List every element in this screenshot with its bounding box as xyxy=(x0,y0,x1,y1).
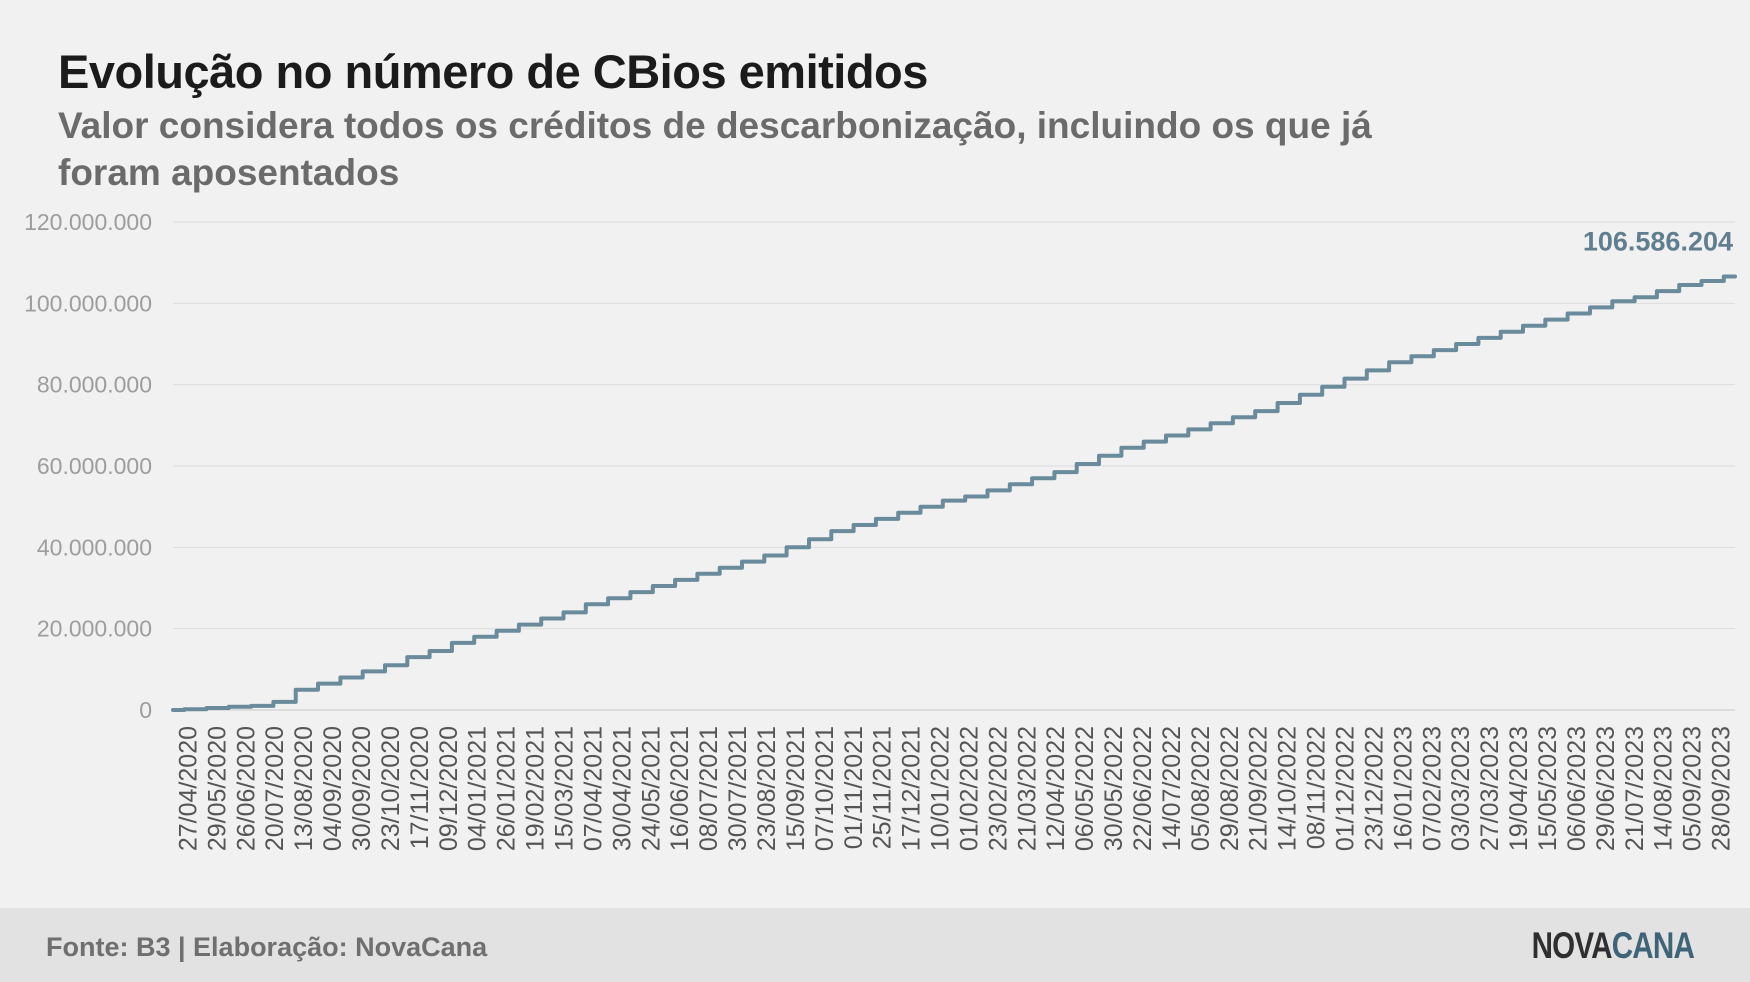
y-tick-label: 40.000.000 xyxy=(37,534,152,560)
x-tick-label: 23/12/2022 xyxy=(1360,726,1388,851)
x-tick-label: 30/07/2021 xyxy=(724,726,752,851)
y-tick-label: 80.000.000 xyxy=(37,372,152,398)
x-tick-label: 07/02/2023 xyxy=(1418,726,1446,851)
x-tick-label: 12/04/2022 xyxy=(1042,726,1070,851)
x-tick-label: 15/05/2023 xyxy=(1534,726,1562,851)
y-tick-label: 100.000.000 xyxy=(24,290,152,316)
chart-title: Evolução no número de CBios emitidos xyxy=(58,45,928,98)
x-tick-label: 20/07/2020 xyxy=(261,726,289,851)
x-tick-label: 29/06/2023 xyxy=(1592,726,1620,851)
series-line xyxy=(171,274,1737,712)
logo-part-nova: NOVA xyxy=(1531,925,1613,966)
x-tick-label: 04/09/2020 xyxy=(319,726,347,851)
x-tick-label: 29/08/2022 xyxy=(1216,726,1244,851)
logo-part-cana: CANA xyxy=(1611,925,1695,966)
line-chart: 0 20.000.000 40.000.000 60.000.000 80.000.00… xyxy=(24,209,1737,851)
y-tick-label: 120.000.000 xyxy=(24,209,152,235)
y-tick-label: 20.000.000 xyxy=(37,616,152,642)
x-tick-label: 10/01/2022 xyxy=(927,726,955,851)
x-tick-label: 17/12/2021 xyxy=(898,726,926,851)
x-tick-label: 25/11/2021 xyxy=(869,726,897,849)
x-tick-label: 27/04/2020 xyxy=(174,726,202,851)
y-tick-label: 60.000.000 xyxy=(37,453,152,479)
x-tick-label: 03/03/2023 xyxy=(1447,726,1475,851)
x-tick-label: 05/09/2023 xyxy=(1679,726,1707,851)
x-tick-label: 17/11/2020 xyxy=(406,726,434,849)
x-tick-label: 23/08/2021 xyxy=(753,726,781,851)
chart-subtitle: Valor considera todos os créditos de des… xyxy=(58,105,1372,193)
x-tick-label: 30/05/2022 xyxy=(1100,726,1128,851)
x-tick-label: 06/05/2022 xyxy=(1071,726,1099,851)
grid-lines xyxy=(173,221,1735,711)
footer-bar: Fonte: B3 | Elaboração: NovaCana NOVACAN… xyxy=(0,908,1750,982)
x-tick-label: 16/06/2021 xyxy=(666,726,694,851)
x-tick-label: 16/01/2023 xyxy=(1389,726,1417,851)
x-tick-label: 28/09/2023 xyxy=(1708,726,1736,851)
x-tick-label: 01/12/2022 xyxy=(1332,726,1360,851)
x-tick-label: 04/01/2021 xyxy=(464,726,492,851)
x-tick-label: 21/07/2023 xyxy=(1621,726,1649,851)
x-tick-label: 01/02/2022 xyxy=(955,726,983,851)
x-tick-label: 22/06/2022 xyxy=(1129,726,1157,851)
source-note: Fonte: B3 | Elaboração: NovaCana xyxy=(46,932,488,962)
end-value-label: 106.586.204 xyxy=(1583,227,1733,257)
novacana-logo: NOVACANA xyxy=(1531,925,1695,967)
x-tick-label: 29/05/2020 xyxy=(203,726,231,851)
end-value-label-group: 106.586.204 xyxy=(1583,227,1733,257)
x-tick-label: 23/10/2020 xyxy=(377,726,405,851)
x-tick-label: 26/01/2021 xyxy=(493,726,521,851)
x-tick-label: 21/03/2022 xyxy=(1013,726,1041,851)
x-tick-label: 14/10/2022 xyxy=(1274,726,1302,851)
x-tick-label: 08/07/2021 xyxy=(695,726,723,851)
x-tick-label: 30/04/2021 xyxy=(608,726,636,851)
x-tick-label: 14/07/2022 xyxy=(1158,726,1186,851)
x-tick-label: 13/08/2020 xyxy=(290,726,318,851)
x-tick-label: 15/03/2021 xyxy=(551,726,579,851)
x-tick-label: 07/04/2021 xyxy=(579,726,607,851)
x-tick-label: 19/04/2023 xyxy=(1505,726,1533,851)
x-tick-label: 01/11/2021 xyxy=(840,726,868,849)
x-tick-label: 15/09/2021 xyxy=(782,726,810,851)
x-tick-label: 30/09/2020 xyxy=(348,726,376,851)
x-tick-label: 26/06/2020 xyxy=(232,726,260,851)
x-tick-label: 27/03/2023 xyxy=(1476,726,1504,851)
series-group xyxy=(171,274,1737,712)
x-tick-label: 06/06/2023 xyxy=(1563,726,1591,851)
x-tick-label: 05/08/2022 xyxy=(1187,726,1215,851)
x-tick-label: 14/08/2023 xyxy=(1650,726,1678,851)
x-tick-label: 23/02/2022 xyxy=(984,726,1012,851)
x-tick-label: 09/12/2020 xyxy=(435,726,463,851)
x-tick-label: 21/09/2022 xyxy=(1245,726,1273,851)
x-tick-label: 08/11/2022 xyxy=(1303,726,1331,849)
x-tick-label: 07/10/2021 xyxy=(811,726,839,851)
y-axis-tick-labels: 0 20.000.000 40.000.000 60.000.000 80.000.00… xyxy=(24,209,152,723)
x-tick-label: 19/02/2021 xyxy=(522,726,550,851)
x-axis-tick-labels: 27/04/2020 29/05/2020 26/06/2020 20/07/2020… xyxy=(174,726,1735,851)
x-tick-label: 24/05/2021 xyxy=(637,726,665,851)
y-tick-label: 0 xyxy=(139,697,152,723)
